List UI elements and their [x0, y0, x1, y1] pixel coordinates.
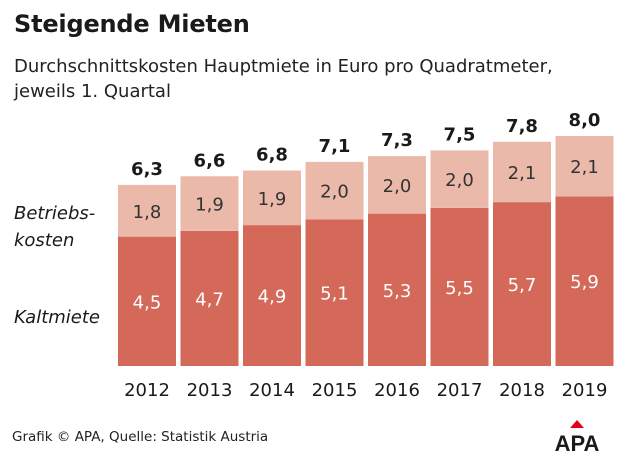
label-kaltmiete-2017: 5,5: [445, 278, 474, 299]
label-betriebskosten-2018: 2,1: [508, 163, 537, 184]
label-total-2017: 7,5: [444, 124, 476, 145]
legend-kaltmiete: Kaltmiete: [14, 307, 100, 328]
label-total-2013: 6,6: [194, 150, 226, 171]
label-betriebskosten-2016: 2,0: [383, 176, 412, 197]
bar-kaltmiete-2012: [118, 236, 176, 366]
bar-kaltmiete-2017: [430, 207, 489, 366]
label-total-2015: 7,1: [319, 136, 351, 157]
label-kaltmiete-2013: 4,7: [195, 289, 224, 310]
label-kaltmiete-2012: 4,5: [133, 292, 162, 313]
bar-betriebskosten-2019: [555, 136, 614, 197]
bar-betriebskosten-2017: [430, 150, 489, 208]
bar-kaltmiete-2015: [305, 219, 364, 366]
bar-betriebskosten-2013: [180, 176, 239, 231]
apa-logo-triangle: [570, 420, 584, 428]
chart-subtitle: Durchschnittskosten Hauptmiete in Euro p…: [14, 56, 553, 102]
label-betriebskosten-2015: 2,0: [320, 182, 349, 203]
x-tick-2012: 2012: [124, 380, 170, 401]
bar-kaltmiete-2018: [493, 202, 551, 366]
label-kaltmiete-2016: 5,3: [383, 281, 412, 302]
x-tick-2018: 2018: [499, 380, 545, 401]
label-betriebskosten-2017: 2,0: [445, 170, 474, 191]
legend-betriebskosten-line1: Betriebs-: [14, 203, 95, 224]
label-kaltmiete-2019: 5,9: [570, 272, 599, 293]
bar-kaltmiete-2016: [368, 213, 426, 366]
label-betriebskosten-2013: 1,9: [195, 195, 224, 216]
label-kaltmiete-2014: 4,9: [258, 287, 287, 308]
bar-kaltmiete-2014: [243, 225, 301, 366]
apa-logo-text: APA: [555, 431, 600, 454]
label-betriebskosten-2012: 1,8: [133, 202, 162, 223]
bar-betriebskosten-2014: [243, 170, 301, 226]
x-tick-2016: 2016: [374, 380, 420, 401]
label-total-2014: 6,8: [256, 145, 288, 166]
bar-betriebskosten-2018: [493, 141, 551, 203]
label-total-2016: 7,3: [381, 130, 413, 151]
bar-kaltmiete-2019: [555, 196, 614, 366]
x-tick-2013: 2013: [187, 380, 233, 401]
chart-title: Steigende Mieten: [14, 10, 250, 38]
bar-betriebskosten-2016: [368, 156, 426, 214]
bar-betriebskosten-2012: [118, 184, 176, 237]
x-tick-2017: 2017: [437, 380, 483, 401]
legend-betriebskosten-line2: kosten: [14, 230, 74, 251]
x-tick-2019: 2019: [562, 380, 608, 401]
label-total-2018: 7,8: [506, 116, 538, 137]
apa-logo: APA: [555, 420, 600, 454]
source-credit: Grafik © APA, Quelle: Statistik Austria: [12, 429, 269, 445]
label-kaltmiete-2015: 5,1: [320, 284, 349, 305]
x-tick-2015: 2015: [312, 380, 358, 401]
label-kaltmiete-2018: 5,7: [508, 275, 537, 296]
label-betriebskosten-2019: 2,1: [570, 157, 599, 178]
bar-betriebskosten-2015: [305, 161, 364, 220]
label-total-2012: 6,3: [131, 159, 163, 180]
label-total-2019: 8,0: [569, 110, 601, 131]
x-tick-2014: 2014: [249, 380, 295, 401]
bar-kaltmiete-2013: [180, 230, 239, 366]
label-betriebskosten-2014: 1,9: [258, 189, 287, 210]
